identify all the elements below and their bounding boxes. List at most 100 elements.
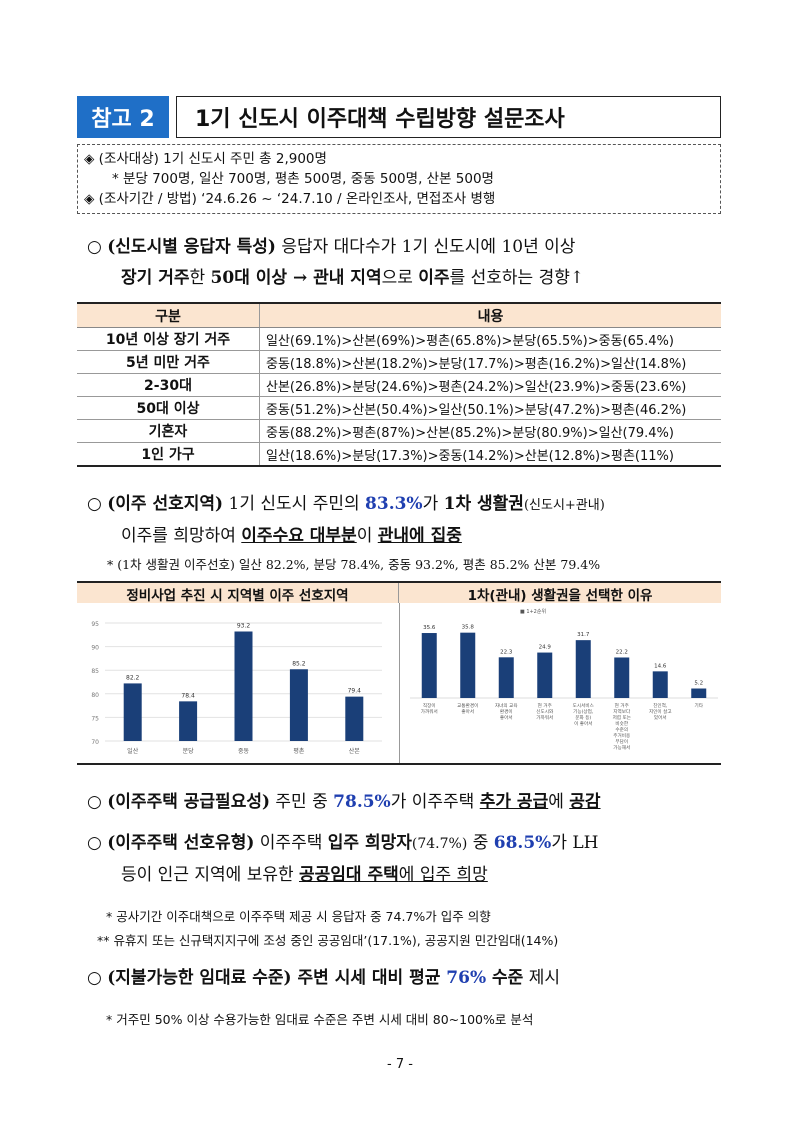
table-cell: 1인 가구 <box>77 442 260 467</box>
table-row: 5년 미만 거주 중동(18.8%)>산본(18.2%)>분당(17.7%)>평촌… <box>77 350 721 374</box>
table-header: 내용 <box>259 302 721 328</box>
section-preferred-region: ○ (이주 선호지역) 1기 신도시 주민의 83.3%가 1차 생활권(신도시… <box>87 494 605 546</box>
table-row: 50대 이상 중동(51.2%)>산본(50.4%)>일산(50.1%)>분당(4… <box>77 396 721 420</box>
bar <box>459 632 475 698</box>
table-row: 기혼자 중동(88.2%)>평촌(87%)>산본(85.2%)>분당(80.9%)… <box>77 419 721 443</box>
survey-info-box: ◈ (조사대상) 1기 신도시 주민 총 2,900명 * 분당 700명, 일… <box>77 144 721 214</box>
data-label: 22.2 <box>615 649 627 655</box>
table-cell: 중동(18.8%)>산본(18.2%)>분당(17.7%)>평촌(16.2%)>… <box>259 350 721 374</box>
bullet: ○ <box>87 237 102 257</box>
data-label: 35.8 <box>461 625 474 631</box>
x-tick-label: 평촌 <box>293 747 305 755</box>
x-tick-label: 친인척, 지인이 살고 있어서 <box>648 702 671 721</box>
bullet: ○ <box>87 968 102 988</box>
respondent-characteristics-table: 구분 내용 10년 이상 장기 거주 일산(69.1%)>산본(69%)>평촌(6… <box>77 302 721 467</box>
survey-period-line: ◈ (조사기간 / 방법) ‘24.6.26 ~ ‘24.7.10 / 온라인조… <box>84 191 496 207</box>
data-label: 82.2 <box>126 674 140 681</box>
bar <box>179 701 198 741</box>
x-tick-label: 일산 <box>127 747 139 755</box>
data-label: 35.6 <box>423 625 436 631</box>
table-cell: 50대 이상 <box>77 396 260 420</box>
section-affordable-rent: ○ (지불가능한 임대료 수준) 주변 시세 대비 평균 76% 수준 제시 <box>87 968 560 988</box>
bar <box>690 688 706 698</box>
table-row: 10년 이상 장기 거주 일산(69.1%)>산본(69%)>평촌(65.8%)>… <box>77 327 721 351</box>
data-label: 14.6 <box>654 663 667 669</box>
section5-note: * 거주민 50% 이상 수용가능한 임대료 수준은 주변 시세 대비 80~1… <box>106 1012 534 1027</box>
x-tick-label: 산본 <box>349 747 361 755</box>
table-row: 1인 가구 일산(18.6%)>분당(17.3%)>중동(14.2%)>산본(12… <box>77 442 721 467</box>
y-tick-label: 70 <box>91 739 99 746</box>
section2-note: * (1차 생활권 이주선호) 일산 82.2%, 분당 78.4%, 중동 9… <box>107 557 601 572</box>
table-cell: 산본(26.8%)>분당(24.6%)>평촌(24.2%)>일산(23.9%)>… <box>259 373 721 397</box>
data-label: 22.3 <box>500 649 513 655</box>
section4-note1: * 공사기간 이주대책으로 이주주택 제공 시 응답자 중 74.7%가 입주 … <box>106 909 491 924</box>
bar <box>345 696 364 741</box>
y-tick-label: 75 <box>91 715 99 722</box>
data-label: 31.7 <box>577 632 590 638</box>
charts-header: 정비사업 추진 시 지역별 이주 선호지역 1차(관내) 생활권을 선택한 이유 <box>77 581 721 605</box>
bar <box>289 669 308 741</box>
table-header-row: 구분 내용 <box>77 302 721 328</box>
bar <box>123 683 142 741</box>
y-tick-label: 85 <box>91 668 99 675</box>
chart1-title: 정비사업 추진 시 지역별 이주 선호지역 <box>77 583 399 605</box>
bar <box>652 671 668 698</box>
x-tick-label: 현 거주 지역보다 저렴 또는 비슷한 수준의 주거비용 부담이 가능해서 <box>612 702 630 751</box>
y-tick-label: 90 <box>91 645 99 652</box>
x-tick-label: 도시서비스 기능(상업, 문화 등) 이 좋아서 <box>572 702 593 727</box>
bar <box>575 640 591 698</box>
data-label: 78.4 <box>181 692 195 699</box>
bar <box>234 631 253 741</box>
survey-target-line: ◈ (조사대상) 1기 신도시 주민 총 2,900명 <box>84 151 327 167</box>
section-label: (이주주택 공급필요성) <box>107 792 271 812</box>
section-label: (신도시별 응답자 특성) <box>107 237 276 257</box>
section-label: (이주 선호지역) <box>107 494 224 514</box>
table-header: 구분 <box>77 302 260 328</box>
bullet: ○ <box>87 833 102 853</box>
bullet: ○ <box>87 494 102 514</box>
bar <box>536 652 552 698</box>
x-tick-label: 중동 <box>238 748 250 755</box>
data-label: 24.9 <box>538 645 551 651</box>
x-tick-label: 자녀의 교육 환경이 좋아서 <box>494 702 517 721</box>
bar <box>613 657 629 698</box>
section-housing-supply-need: ○ (이주주택 공급필요성) 주민 중 78.5%가 이주주택 추가 공급에 공… <box>87 792 601 812</box>
legend: ■ 1+2순위 <box>520 608 546 615</box>
x-tick-label: 현 거주 신도시와 가까워서 <box>536 702 554 721</box>
bar <box>421 633 437 698</box>
reason-chart: ■ 1+2순위 35.6 직장이 가까워서 35.8 교통환경이 좋아서 22.3 자녀의 교육… <box>399 603 721 763</box>
bar <box>498 657 514 698</box>
survey-breakdown-line: * 분당 700명, 일산 700명, 평촌 500명, 중동 500명, 산본… <box>112 171 494 187</box>
section-label: (지불가능한 임대료 수준) <box>107 968 292 988</box>
table-cell: 기혼자 <box>77 419 260 443</box>
preferred-region-chart: 95 90 85 80 75 70 82.2 일산 78.4 분당 93.2 중동 85.2 평촌 79.4… <box>77 603 400 763</box>
page-title: 1기 신도시 이주대책 수립방향 설문조사 <box>176 96 721 138</box>
data-label: 85.2 <box>292 660 306 667</box>
data-label: 79.4 <box>348 688 362 695</box>
section-housing-type-preference: ○ (이주주택 선호유형) 이주주택 입주 희망자(74.7%) 중 68.5%… <box>87 833 599 885</box>
section4-note2: ** 유휴지 또는 신규택지지구에 조성 중인 공공임대’(17.1%), 공공… <box>97 933 559 948</box>
data-label: 5.2 <box>694 681 703 687</box>
table-cell: 5년 미만 거주 <box>77 350 260 374</box>
section-respondent-characteristics: ○ (신도시별 응답자 특성) 응답자 대다수가 1기 신도시에 10년 이상 … <box>87 237 585 288</box>
x-tick-label: 기타 <box>694 702 703 709</box>
table-row: 2-30대 산본(26.8%)>분당(24.6%)>평촌(24.2%)>일산(23… <box>77 373 721 397</box>
table-cell: 일산(18.6%)>분당(17.3%)>중동(14.2%)>산본(12.8%)>… <box>259 442 721 467</box>
x-tick-label: 직장이 가까워서 <box>420 702 437 715</box>
data-label: 93.2 <box>237 622 251 629</box>
section-label: (이주주택 선호유형) <box>107 833 255 853</box>
y-tick-label: 80 <box>91 692 99 699</box>
table-cell: 중동(51.2%)>산본(50.4%)>일산(50.1%)>분당(47.2%)>… <box>259 396 721 420</box>
table-cell: 중동(88.2%)>평촌(87%)>산본(85.2%)>분당(80.9%)>일산… <box>259 419 721 443</box>
reference-tag: 참고 2 <box>77 96 169 138</box>
y-tick-label: 95 <box>91 621 99 628</box>
table-cell: 일산(69.1%)>산본(69%)>평촌(65.8%)>분당(65.5%)>중동… <box>259 327 721 351</box>
table-cell: 10년 이상 장기 거주 <box>77 327 260 351</box>
x-tick-label: 분당 <box>183 747 195 755</box>
table-cell: 2-30대 <box>77 373 260 397</box>
charts-area: 95 90 85 80 75 70 82.2 일산 78.4 분당 93.2 중동 85.2 평촌 79.4… <box>77 603 721 765</box>
page-number: - 7 - <box>387 1057 413 1072</box>
chart2-title: 1차(관내) 생활권을 선택한 이유 <box>399 583 721 605</box>
x-tick-label: 교통환경이 좋아서 <box>457 702 478 715</box>
bullet: ○ <box>87 792 102 812</box>
